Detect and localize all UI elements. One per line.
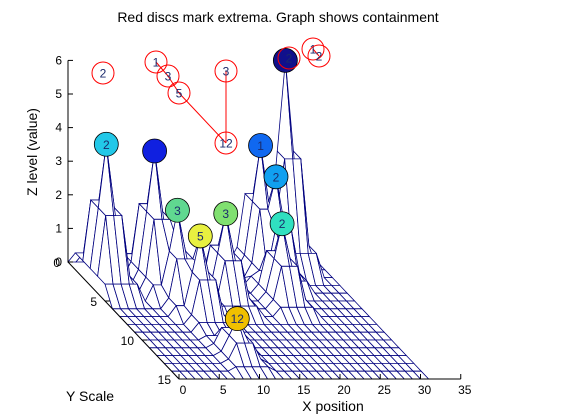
containment-node-label: 2: [316, 50, 323, 64]
extremum-disc: [93, 131, 119, 157]
containment-node-label: 2: [100, 67, 107, 81]
extremum-disc-label: 12: [231, 312, 245, 326]
x-tick-label: 15: [297, 383, 311, 397]
y-axis-line: [67, 261, 180, 380]
x-tick-label: 35: [458, 383, 472, 397]
extremum-disc: [165, 197, 190, 223]
extremum-disc: [187, 223, 213, 249]
containment-node-label: 5: [176, 87, 183, 101]
containment-node-label: 3: [165, 70, 172, 84]
chart-title: Red discs mark extrema. Graph shows cont…: [117, 9, 438, 25]
extremum-disc-label: 5: [197, 229, 204, 243]
containment-node: [144, 50, 168, 74]
surface-mesh: [67, 60, 430, 380]
extremum-disc: [248, 133, 273, 158]
z-tick-label: 3: [55, 154, 62, 168]
x-tick-label: 25: [378, 383, 392, 397]
x-tick-label: 5: [220, 383, 227, 397]
y-axis-label: Y Scale: [66, 388, 114, 404]
containment-node-label: 3: [223, 65, 230, 79]
z-tick-label: 0: [55, 255, 62, 269]
containment-node-label: 2: [286, 52, 293, 66]
containment-edge: [312, 48, 320, 57]
containment-edge: [167, 75, 180, 94]
containment-edge: [155, 61, 169, 77]
z-tick-label: 5: [55, 87, 62, 101]
y-tick-label: 0: [53, 256, 60, 270]
containment-node: [301, 37, 325, 61]
containment-node-label: 12: [219, 137, 233, 151]
extremum-disc: [269, 211, 295, 237]
containment-node: [91, 61, 115, 85]
extremum-disc-label: 3: [174, 204, 181, 218]
containment-node: [167, 81, 191, 105]
x-tick-label: 0: [180, 383, 187, 397]
x-tick-label: 10: [257, 383, 271, 397]
extremum-disc: [213, 201, 239, 227]
z-tick-label: 4: [55, 121, 62, 135]
extremum-disc-label: 2: [279, 217, 286, 231]
extremum-disc: [263, 164, 289, 190]
containment-edge: [178, 92, 227, 144]
extremum-disc: [142, 138, 168, 164]
extremum-disc-label: 3: [222, 207, 229, 221]
x-tick-label: 20: [337, 383, 351, 397]
y-tick-label: 10: [121, 334, 135, 348]
y-tick-label: 5: [90, 295, 97, 309]
containment-node: [214, 131, 238, 155]
mesh-cell: [276, 60, 294, 160]
containment-node-label: 1: [310, 43, 317, 57]
containment-node: [307, 44, 331, 68]
x-axis-label: X position: [302, 398, 363, 414]
z-tick-label: 1: [55, 221, 62, 235]
extremum-disc-label: 1: [257, 139, 264, 153]
containment-node: [156, 64, 180, 88]
containment-node: [277, 46, 301, 70]
z-tick-label: 6: [55, 53, 62, 67]
containment-node-label: 1: [153, 56, 160, 70]
containment-node: [214, 59, 238, 83]
y-tick-label: 15: [158, 373, 172, 387]
extremum-disc: [272, 48, 298, 73]
z-tick-label: 2: [55, 188, 62, 202]
extremum-disc: [224, 306, 250, 332]
x-tick-label: 30: [418, 383, 432, 397]
extremum-disc-label: 2: [103, 138, 110, 152]
extremum-disc-label: 2: [273, 170, 280, 184]
z-axis-label: Z level (value): [24, 108, 40, 196]
